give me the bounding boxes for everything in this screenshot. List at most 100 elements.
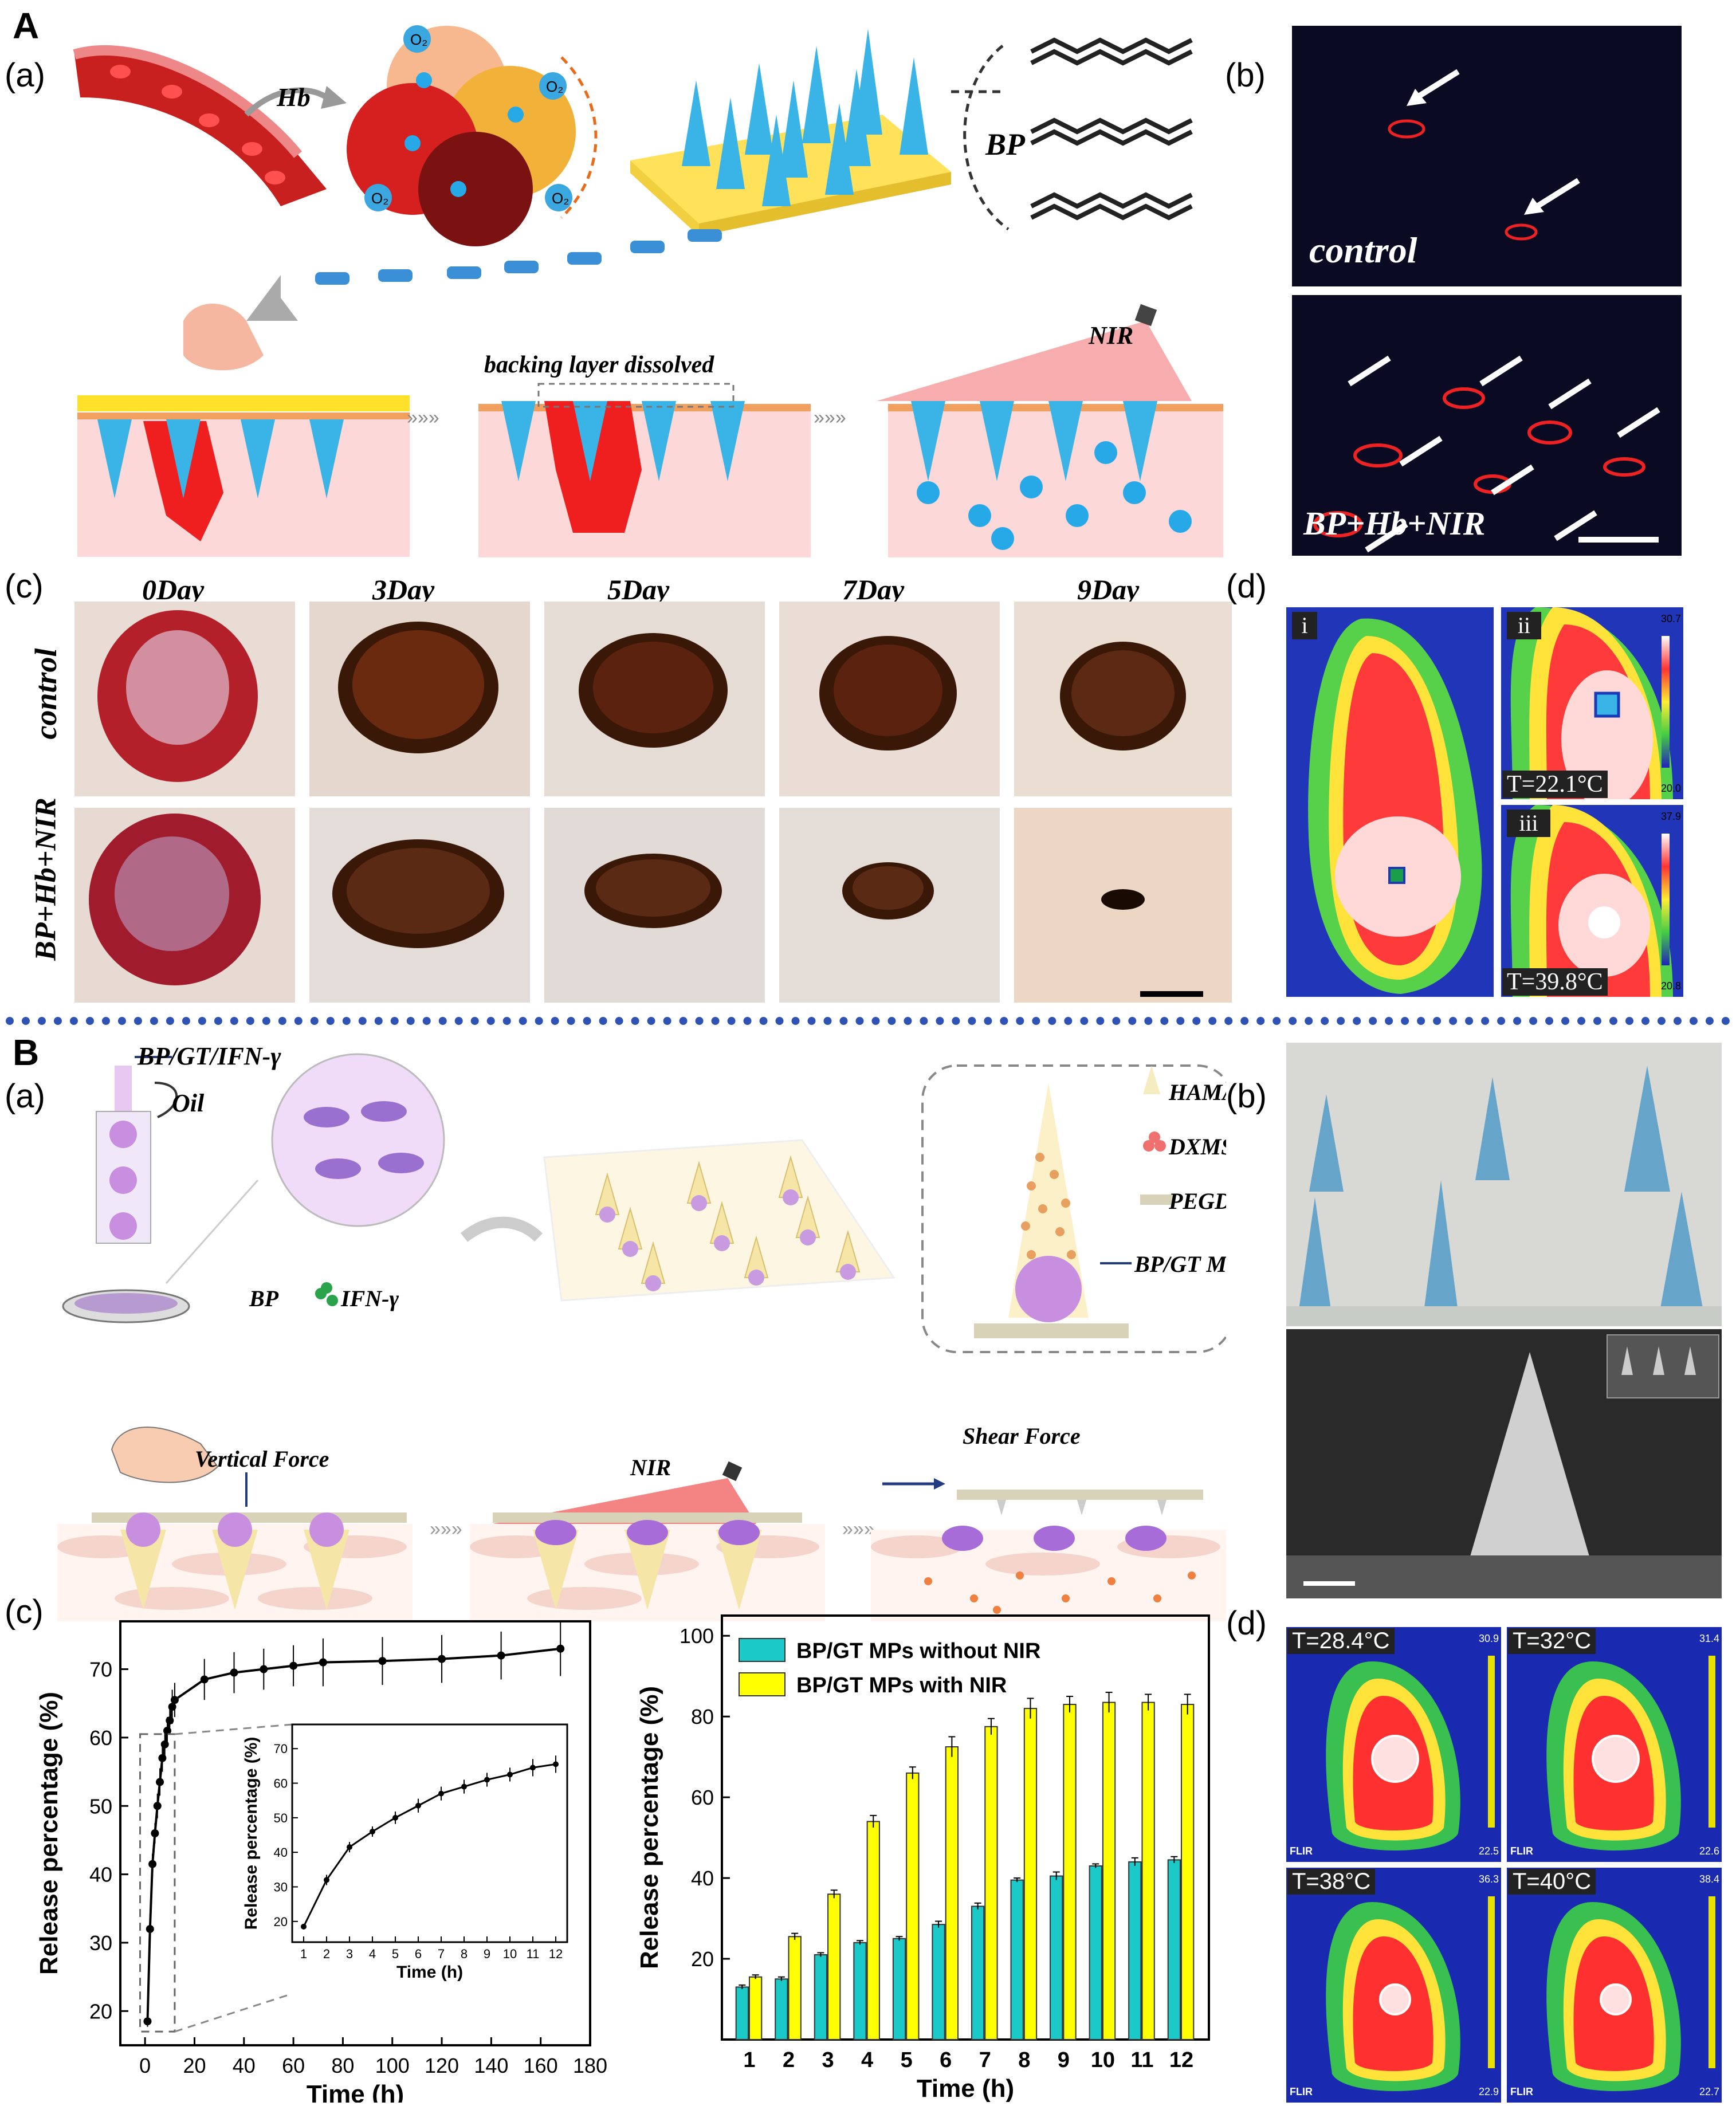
legend-swatch [739,1672,785,1696]
y-tick-label: 50 [89,1794,112,1818]
bar-without-nir [892,1938,906,2040]
label-bp-hb-nir-b: BP+Hb+NIR [1303,505,1486,542]
data-point [319,1658,327,1667]
blood-vessel-illustration [73,45,327,206]
plot-frame [721,1614,1210,2041]
section-letter-a: A [13,5,40,46]
scale-bar [1578,537,1659,543]
section-letter-b: B [13,1032,40,1073]
microparticle-zoom [271,1053,445,1227]
inset-y-tick-label: 30 [274,1880,288,1894]
scale-top-b-1: 30.9 [1478,1633,1499,1644]
section-divider [6,1017,1730,1025]
bar-with-nir [1141,1702,1155,2040]
x-tick-label: 60 [282,2054,305,2077]
thermal-label-i: i [1292,612,1317,639]
x-axis-title: Time (h) [917,2074,1014,2103]
scene-vertical-force [57,1427,413,1621]
inset-x-tick-label: 11 [527,1947,540,1961]
blue-needle [1298,1066,1704,1318]
microneedle-patch-illustration [630,29,951,236]
bar-with-nir [866,1821,880,2040]
inset-data-point [484,1777,490,1783]
flir-brand: FLIR [1510,2086,1533,2097]
data-point [378,1657,387,1665]
x-tick-label: 5 [901,2048,913,2072]
panel-label-b-c: (c) [5,1593,44,1630]
skin-scene-1 [77,304,410,557]
bar-with-nir [827,1893,841,2040]
bp-gt-ifn-label: BP/GT/IFN-γ [137,1042,281,1070]
scale-top-ii: 30.7 [1660,613,1681,624]
scene-nir [470,1461,825,1621]
scale-top-b-3: 36.3 [1478,1873,1499,1885]
y-axis-title: Release percentage (%) [35,1692,63,1975]
bar-with-nir [945,1746,959,2040]
thermal-image-b-2: T=32°C 31.4 22.6 FLIR [1507,1627,1722,1862]
inset-x-tick-label: 12 [549,1947,563,1961]
bp-legend-label: BP [249,1286,279,1311]
schematic-b-a: BP/GT/IFN-γ Oil BP IFN-γ HAMA DXMS PEGDA… [57,1042,1226,1621]
data-point [146,1925,154,1934]
release-line-chart: 0 20 40 60 80 100 120 140 160 180203040506070Time… [35,1620,607,2103]
flir-brand: FLIR [1290,1845,1313,1857]
y-tick-label: 80 [691,1705,714,1728]
wound-photo-treated-5 [544,808,765,1003]
y-tick-label: 70 [89,1658,112,1681]
bar-without-nir [775,1978,788,2040]
label-control: control [1309,230,1417,270]
hb-label: Hb [276,82,311,112]
inset-y-axis-title: Release percentage (%) [242,1737,261,1930]
bar-without-nir [814,1954,828,2040]
skin-scene-3 [877,304,1223,557]
zoom-box [139,1733,176,2033]
inset-data-point [347,1844,352,1850]
temp-label-b-3: T=38°C [1287,1869,1376,1895]
inset-data-point [415,1802,421,1809]
x-tick-label: 10 [1091,2048,1115,2072]
y-tick-label: 100 [680,1624,714,1648]
panel-label-a-b: (b) [1225,57,1266,94]
temp-label-b-4: T=40°C [1508,1869,1596,1895]
row-label-control: control [29,648,63,740]
legend-dxms: DXMS [1168,1134,1226,1160]
y-tick-label: 30 [89,1931,112,1955]
x-tick-label: 0 [139,2054,151,2077]
x-tick-label: 160 [524,2054,558,2077]
inset-x-tick-label: 6 [415,1947,422,1961]
inset-y-tick-label: 20 [274,1915,288,1929]
flir-brand: FLIR [1290,2086,1313,2097]
inset-data-point [553,1761,559,1767]
data-point [143,2017,152,2026]
data-point [170,1696,179,1704]
wound-photo-treated-3 [309,808,530,1003]
bar-with-nir [788,1936,802,2040]
inset-x-tick-label: 9 [484,1947,490,1961]
inset-series-line [303,1763,556,1927]
y-tick-label: 40 [691,1867,714,1890]
svg-text:O₂: O₂ [546,78,563,95]
wound-photo-treated-7 [779,808,1000,1003]
data-point [148,1860,157,1868]
wound-photo-control-7 [779,602,1000,796]
wound-photo-treated-0 [74,808,295,1003]
day-label-7: 7Day [842,573,905,606]
bar-without-nir [735,1986,749,2041]
data-point [153,1802,162,1810]
wound-photo-control-0 [74,602,295,796]
inset-data-point [530,1765,536,1771]
y-tick-label: 20 [691,1947,714,1971]
inset-data-point [438,1790,444,1797]
inset-y-tick-label: 50 [274,1811,288,1825]
x-tick-label: 40 [233,2054,256,2077]
svg-text:»»»: »»» [842,1518,875,1540]
bar-without-nir [1089,1865,1102,2040]
x-tick-label: 120 [425,2054,459,2077]
bar-without-nir [1050,1875,1063,2040]
x-tick-label: 80 [331,2054,354,2077]
nir-label-b: NIR [630,1455,671,1480]
x-tick-label: 4 [861,2048,873,2072]
legend-pegda: PEGDA [1168,1188,1226,1214]
bar-with-nir [984,1726,998,2041]
